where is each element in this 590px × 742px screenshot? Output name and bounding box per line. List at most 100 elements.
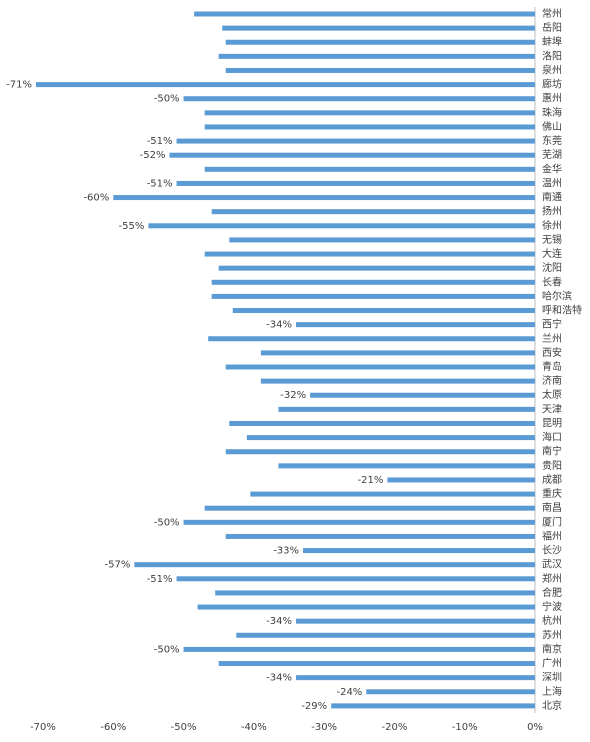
bar: [218, 265, 535, 271]
bar: [176, 576, 536, 582]
bar: [218, 661, 535, 667]
x-tick-label: -60%: [100, 722, 126, 733]
data-label: -34%: [266, 673, 292, 684]
bar: [183, 96, 536, 102]
x-tick-label: -70%: [30, 722, 56, 733]
data-label: -24%: [336, 687, 362, 698]
y-tick-label: 北京: [542, 699, 562, 712]
y-tick-label: 无锡: [542, 233, 562, 246]
bar: [204, 505, 535, 511]
data-label: -51%: [147, 574, 173, 585]
bar: [225, 364, 535, 370]
bar: [236, 632, 536, 638]
bar: [197, 604, 535, 610]
data-label: -32%: [280, 390, 306, 401]
y-tick-label: 南宁: [542, 445, 562, 458]
data-label: -51%: [147, 178, 173, 189]
bar: [35, 82, 535, 88]
y-tick-label: 广州: [542, 658, 562, 670]
y-tick-label: 长春: [542, 276, 562, 288]
bar: [310, 392, 535, 398]
y-tick-label: 佛山: [542, 120, 562, 133]
y-tick-label: 深圳: [542, 672, 562, 684]
bar: [278, 463, 535, 469]
y-tick-label: 温州: [542, 177, 562, 189]
y-tick-label: 兰州: [542, 332, 562, 345]
bar: [204, 110, 535, 116]
bar: [229, 237, 535, 243]
bar: [278, 406, 535, 412]
bar: [246, 435, 536, 441]
bar: [225, 449, 535, 455]
y-tick-label: 常州: [542, 7, 562, 20]
y-tick-label: 珠海: [542, 106, 562, 119]
bar: [176, 180, 536, 186]
bar: [183, 519, 536, 525]
bar: [169, 152, 535, 158]
bar: [211, 209, 535, 215]
x-tick-label: -30%: [311, 722, 337, 733]
y-tick-label: 长沙: [542, 545, 562, 557]
y-tick-label: 蚌埠: [542, 35, 562, 48]
y-tick-label: 岳阳: [542, 22, 562, 34]
y-tick-label: 扬州: [542, 205, 562, 218]
y-tick-label: 济南: [542, 374, 562, 387]
y-tick-label: 成都: [542, 474, 562, 486]
bar: [387, 477, 535, 483]
bar: [134, 562, 535, 568]
bar: [218, 53, 535, 59]
y-tick-label: 武汉: [542, 558, 562, 571]
bar: [296, 618, 535, 624]
y-tick-label: 杭州: [542, 614, 562, 627]
bar: [204, 124, 535, 130]
bar: [303, 548, 535, 554]
bar: [296, 322, 535, 328]
y-tick-label: 昆明: [542, 417, 562, 429]
data-label: -50%: [154, 644, 180, 655]
y-tick-label: 福州: [542, 529, 562, 542]
y-tick-label: 惠州: [542, 92, 562, 105]
x-tick-label: -50%: [171, 722, 197, 733]
bar: [225, 533, 535, 539]
x-tick-label: -20%: [382, 722, 408, 733]
x-tick-label: -40%: [241, 722, 267, 733]
bar: [215, 590, 535, 596]
y-tick-label: 徐州: [542, 219, 562, 232]
y-tick-label: 大连: [542, 247, 562, 260]
y-tick-label: 贵阳: [542, 459, 562, 472]
data-label: -34%: [266, 616, 292, 627]
data-label: -57%: [105, 560, 131, 571]
bar: [366, 689, 535, 695]
y-tick-label: 上海: [542, 685, 562, 698]
data-label: -60%: [83, 193, 109, 204]
y-tick-label: 天津: [542, 403, 562, 415]
y-tick-label: 厦门: [542, 515, 562, 528]
bar: [148, 223, 535, 229]
y-tick-label: 西安: [542, 346, 562, 359]
y-tick-label: 哈尔滨: [542, 289, 572, 302]
y-tick-label: 金华: [542, 162, 562, 175]
y-tick-label: 南通: [542, 191, 562, 204]
data-label: -21%: [358, 475, 384, 486]
bar: [211, 293, 535, 299]
y-tick-label: 廊坊: [542, 78, 562, 91]
y-tick-label: 宁波: [542, 600, 562, 613]
y-tick-label: 郑州: [542, 572, 562, 585]
data-label: -29%: [301, 701, 327, 712]
data-label: -33%: [273, 546, 299, 557]
y-tick-label: 南昌: [542, 501, 562, 514]
bar: [232, 308, 535, 314]
bar: [208, 336, 535, 342]
data-label: -52%: [140, 150, 166, 161]
y-tick-label: 青岛: [542, 360, 562, 373]
bar: [113, 195, 536, 201]
bar: [204, 251, 535, 257]
y-tick-label: 太原: [542, 388, 562, 401]
bar: [204, 166, 535, 172]
bar: [183, 646, 536, 652]
bar: [331, 703, 535, 709]
y-tick-label: 芜湖: [542, 148, 562, 161]
y-tick-label: 东莞: [542, 134, 562, 147]
data-label: -55%: [119, 221, 145, 232]
